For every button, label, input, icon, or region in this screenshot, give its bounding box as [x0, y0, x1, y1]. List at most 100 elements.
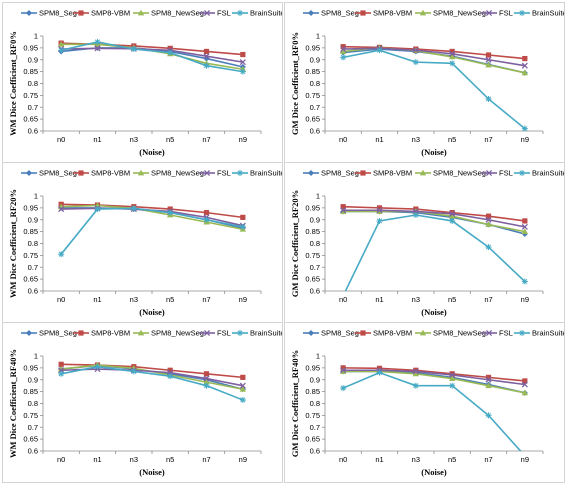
- legend-marker: [360, 330, 366, 336]
- legend-marker: [485, 9, 493, 17]
- data-point: [522, 218, 528, 224]
- data-point: [239, 59, 246, 66]
- data-point: [340, 46, 347, 53]
- y-tick-label: 0.7: [310, 103, 320, 112]
- data-point: [167, 206, 173, 212]
- legend-marker: [519, 10, 525, 16]
- data-point: [58, 206, 65, 213]
- series-line: [61, 368, 243, 387]
- y-tick-label: 0.85: [305, 387, 320, 396]
- legend-item-spm8-seg: SPM8_Seg: [303, 9, 359, 18]
- legend-item-smp8-vbm: SMP8-VBM: [355, 9, 412, 18]
- legend-marker: [203, 9, 211, 17]
- data-point: [448, 375, 456, 381]
- y-tick-label: 0.6: [28, 127, 38, 136]
- x-tick-label: n7: [484, 455, 492, 464]
- data-point: [485, 374, 492, 380]
- legend-marker: [26, 10, 32, 16]
- legend-label: BrainSuite: [532, 9, 564, 18]
- series-fsl: [58, 45, 246, 66]
- y-tick-label: 0.65: [23, 435, 38, 444]
- legend: SPM8_Seg SMP8-VBM SPM8_NewSeg FSL BrainSuite: [303, 329, 564, 338]
- x-tick-label: n3: [412, 135, 420, 144]
- legend-marker: [78, 330, 84, 336]
- x-axis-title: (Noise): [421, 467, 447, 477]
- y-axis-title: GM Dice Coefficient_RF20%: [290, 190, 300, 297]
- data-point: [485, 56, 492, 63]
- data-point: [485, 376, 492, 383]
- y-tick-label: 0.65: [305, 435, 320, 444]
- series-line: [60, 41, 243, 73]
- data-point: [449, 371, 455, 377]
- data-point: [340, 367, 347, 374]
- legend-label: BrainSuite: [250, 169, 282, 178]
- data-point: [58, 251, 65, 258]
- data-point: [239, 68, 246, 75]
- data-point: [167, 49, 174, 56]
- legend-label: BrainSuite: [532, 329, 564, 338]
- legend-label: SMP8-VBM: [373, 329, 412, 338]
- data-point: [412, 59, 419, 66]
- legend: SPM8_Seg SMP8-VBM SPM8_NewSeg FSL BrainSuite: [303, 169, 564, 178]
- legend-marker: [360, 170, 366, 176]
- x-tick-label: n7: [484, 135, 492, 144]
- legend-item-smp8-vbm: SMP8-VBM: [73, 169, 130, 178]
- chart-panel-wm-rf20: SPM8_Seg SMP8-VBM SPM8_NewSeg FSL BrainSuite…: [2, 162, 283, 323]
- legend-item-spm8-newseg: SPM8_NewSeg: [415, 169, 486, 178]
- line-chart-gm-rf20: SPM8_Seg SMP8-VBM SPM8_NewSeg FSL BrainSuite…: [290, 169, 564, 317]
- series-brainsuite: [58, 363, 246, 403]
- legend-marker: [308, 330, 314, 336]
- legend-label: FSL: [217, 169, 231, 178]
- x-axis-title: (Noise): [139, 147, 165, 157]
- y-tick-label: 0.75: [23, 411, 38, 420]
- data-point: [239, 396, 246, 403]
- data-point: [485, 216, 492, 223]
- data-point: [412, 368, 419, 375]
- legend-label: SPM8_Seg: [321, 169, 359, 178]
- legend: SPM8_Seg SMP8-VBM SPM8_NewSeg FSL BrainSuite: [303, 9, 564, 18]
- legend-marker: [419, 169, 427, 176]
- legend-marker: [137, 169, 145, 176]
- data-point: [376, 217, 383, 224]
- x-axis-title: (Noise): [139, 467, 165, 477]
- data-point: [521, 381, 528, 388]
- y-tick-label: 0.6: [28, 287, 38, 296]
- y-tick-label: 0.7: [28, 423, 38, 432]
- y-tick-label: 0.75: [305, 251, 320, 260]
- x-axis-title: (Noise): [421, 147, 447, 157]
- data-point: [412, 382, 419, 389]
- chart-panel-wm-rf0: SPM8_Seg SMP8-VBM SPM8_NewSeg FSL BrainSuite…: [2, 2, 283, 163]
- y-tick-label: 0.8: [28, 239, 38, 248]
- series-line: [343, 205, 525, 222]
- x-tick-label: n1: [375, 455, 383, 464]
- x-tick-label: n9: [239, 455, 247, 464]
- series-line: [343, 49, 526, 130]
- legend-marker: [78, 170, 84, 176]
- y-axis-title: WM Dice Coefficient_RF20%: [8, 189, 18, 298]
- y-tick-label: 0.65: [23, 115, 38, 124]
- data-point: [240, 374, 246, 380]
- x-tick-label: n0: [57, 135, 65, 144]
- legend-marker: [237, 330, 243, 336]
- y-tick-label: 0.7: [28, 263, 38, 272]
- data-point: [203, 382, 210, 389]
- y-axis-title: GM Dice Coefficient_RF0%: [290, 32, 300, 135]
- x-tick-label: n1: [93, 295, 101, 304]
- data-point: [203, 210, 210, 216]
- x-tick-label: n0: [339, 455, 347, 464]
- data-point: [521, 69, 529, 76]
- data-point: [485, 95, 492, 102]
- legend-item-fsl: FSL: [199, 9, 231, 18]
- data-point: [340, 365, 346, 371]
- y-tick-label: 1: [316, 32, 320, 41]
- data-point: [485, 221, 492, 227]
- y-tick-label: 0.6: [310, 287, 320, 296]
- legend-item-smp8-vbm: SMP8-VBM: [73, 9, 130, 18]
- y-tick-label: 0.65: [305, 275, 320, 284]
- legend-label: SPM8_Seg: [321, 329, 359, 338]
- legend-item-spm8-newseg: SPM8_NewSeg: [133, 169, 204, 178]
- legend-label: SPM8_NewSeg: [151, 329, 204, 338]
- legend-item-spm8-newseg: SPM8_NewSeg: [133, 329, 204, 338]
- legend-item-spm8-seg: SPM8_Seg: [21, 329, 77, 338]
- series-line: [343, 367, 525, 382]
